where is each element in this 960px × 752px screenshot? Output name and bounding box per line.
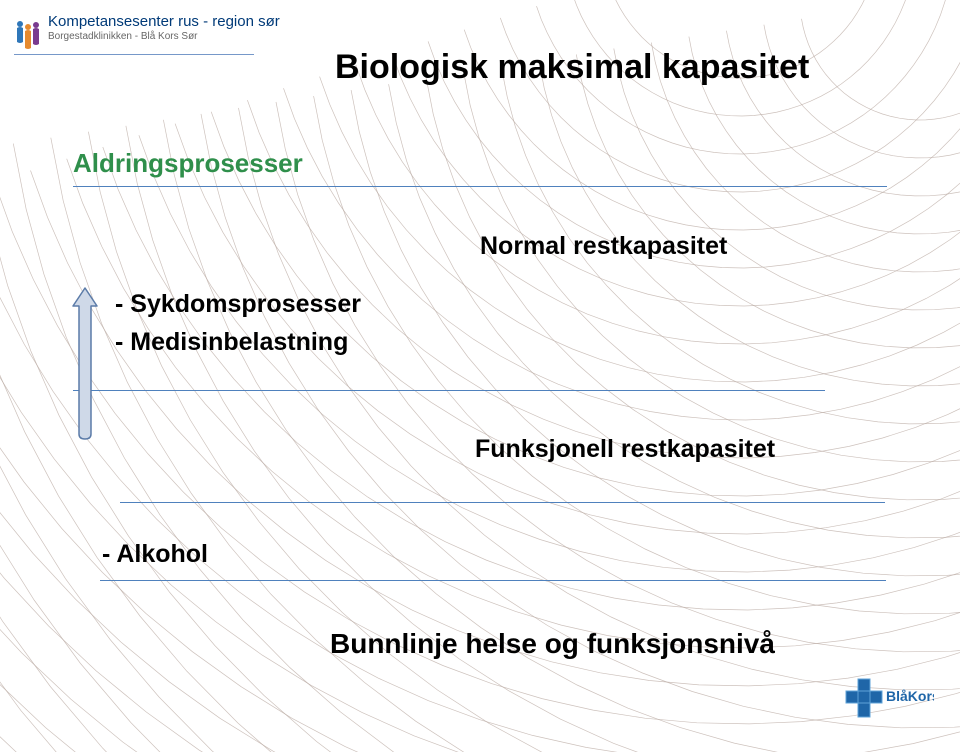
up-arrow-icon <box>70 286 100 446</box>
label-medisinbelastning: - Medisinbelastning <box>115 328 348 357</box>
people-icon <box>14 18 42 59</box>
header-logo: Kompetansesenter rus - region sør Borges… <box>14 14 280 55</box>
label-alkohol: - Alkohol <box>102 540 208 569</box>
header-line-1: Kompetansesenter rus - region sør <box>48 14 280 30</box>
label-aldringsprosesser: Aldringsprosesser <box>73 148 303 179</box>
blakors-text: BlåKors <box>886 688 934 704</box>
line-after-alkohol <box>100 580 886 581</box>
line-after-funksjonell <box>120 502 885 503</box>
up-arrow-path <box>73 288 97 439</box>
label-funksjonell-restkapasitet: Funksjonell restkapasitet <box>475 435 775 464</box>
label-sykdomsprosesser: - Sykdomsprosesser <box>115 290 361 319</box>
slide: Kompetansesenter rus - region sør Borges… <box>0 0 960 752</box>
line-after-aldrings <box>73 186 887 187</box>
label-bunnlinje: Bunnlinje helse og funksjonsnivå <box>330 628 775 660</box>
slide-title: Biologisk maksimal kapasitet <box>335 48 809 87</box>
header-underline <box>14 54 254 55</box>
blakors-logo: BlåKors <box>844 677 934 734</box>
line-before-funksjonell <box>73 390 825 391</box>
label-normal-restkapasitet: Normal restkapasitet <box>480 232 727 261</box>
header-line-2: Borgestadklinikken - Blå Kors Sør <box>48 32 280 43</box>
people-icon-svg <box>17 21 39 49</box>
